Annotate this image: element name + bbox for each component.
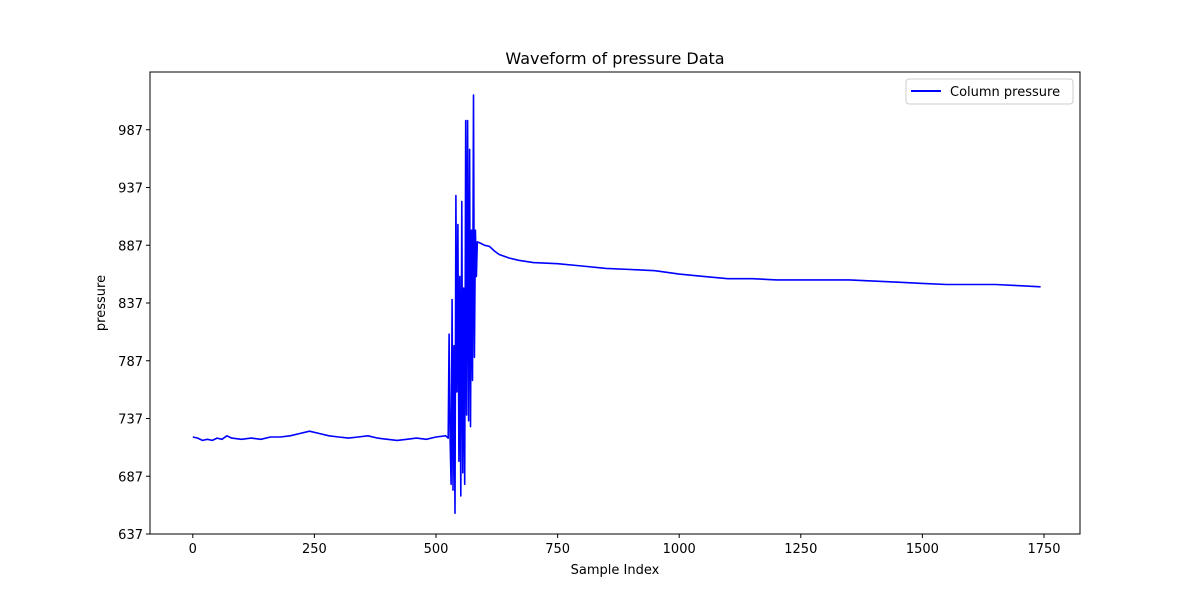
y-tick-label: 937	[118, 182, 143, 197]
x-tick-label: 0	[189, 542, 197, 557]
x-tick-label: 750	[545, 542, 570, 557]
y-tick-label: 687	[118, 470, 143, 485]
y-axis: 637 687 737 787 837 887 937 987	[118, 124, 150, 543]
x-axis-label: Sample Index	[571, 563, 660, 578]
y-axis-label: pressure	[94, 275, 109, 331]
x-tick-label: 1500	[906, 542, 939, 557]
legend-label: Column pressure	[950, 85, 1060, 100]
x-tick-label: 500	[424, 542, 449, 557]
legend-box	[905, 78, 1074, 105]
series-line	[192, 94, 1041, 514]
y-tick-label: 987	[118, 124, 143, 139]
legend: Column pressure	[905, 78, 1074, 105]
x-tick-label: 1750	[1027, 542, 1060, 557]
x-tick-label: 1250	[784, 542, 817, 557]
y-tick-label: 887	[118, 239, 143, 254]
y-tick-label: 737	[118, 413, 143, 428]
y-tick-label: 637	[118, 528, 143, 543]
x-tick-label: 1000	[663, 542, 696, 557]
x-tick-label: 250	[302, 542, 327, 557]
y-tick-label: 837	[118, 297, 143, 312]
y-tick-label: 787	[118, 355, 143, 370]
series-layer	[192, 94, 1041, 514]
x-axis: 0 250 500 750 1000 1250 1500 1750	[189, 534, 1061, 557]
chart-title: Waveform of pressure Data	[505, 49, 724, 68]
